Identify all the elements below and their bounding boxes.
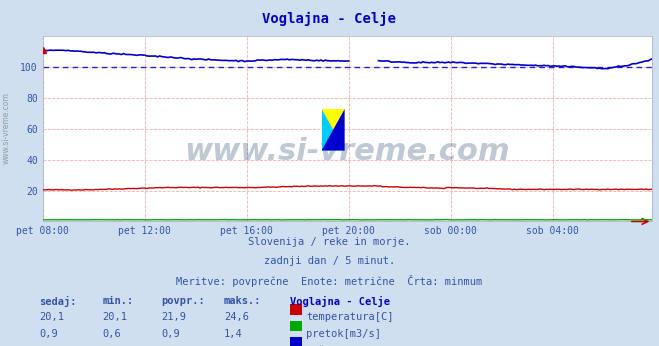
Text: sedaj:: sedaj: [40, 296, 77, 307]
Text: temperatura[C]: temperatura[C] [306, 312, 394, 322]
Text: 0,9: 0,9 [40, 329, 58, 339]
Text: 20,1: 20,1 [102, 312, 127, 322]
Text: Voglajna - Celje: Voglajna - Celje [290, 296, 390, 307]
Text: 0,6: 0,6 [102, 329, 121, 339]
Text: zadnji dan / 5 minut.: zadnji dan / 5 minut. [264, 256, 395, 266]
Polygon shape [322, 109, 345, 151]
Text: www.si-vreme.com: www.si-vreme.com [2, 92, 11, 164]
Text: Meritve: povprečne  Enote: metrične  Črta: minmum: Meritve: povprečne Enote: metrične Črta:… [177, 275, 482, 287]
Polygon shape [322, 109, 345, 151]
Text: 0,9: 0,9 [161, 329, 180, 339]
Text: 20,1: 20,1 [40, 312, 65, 322]
Text: 21,9: 21,9 [161, 312, 186, 322]
Text: Voglajna - Celje: Voglajna - Celje [262, 12, 397, 26]
Text: 24,6: 24,6 [224, 312, 249, 322]
Polygon shape [322, 109, 345, 151]
Text: povpr.:: povpr.: [161, 296, 205, 306]
Text: min.:: min.: [102, 296, 133, 306]
Text: maks.:: maks.: [224, 296, 262, 306]
Text: pretok[m3/s]: pretok[m3/s] [306, 329, 382, 339]
Text: www.si-vreme.com: www.si-vreme.com [185, 137, 511, 166]
Text: Slovenija / reke in morje.: Slovenija / reke in morje. [248, 237, 411, 247]
Text: 1,4: 1,4 [224, 329, 243, 339]
